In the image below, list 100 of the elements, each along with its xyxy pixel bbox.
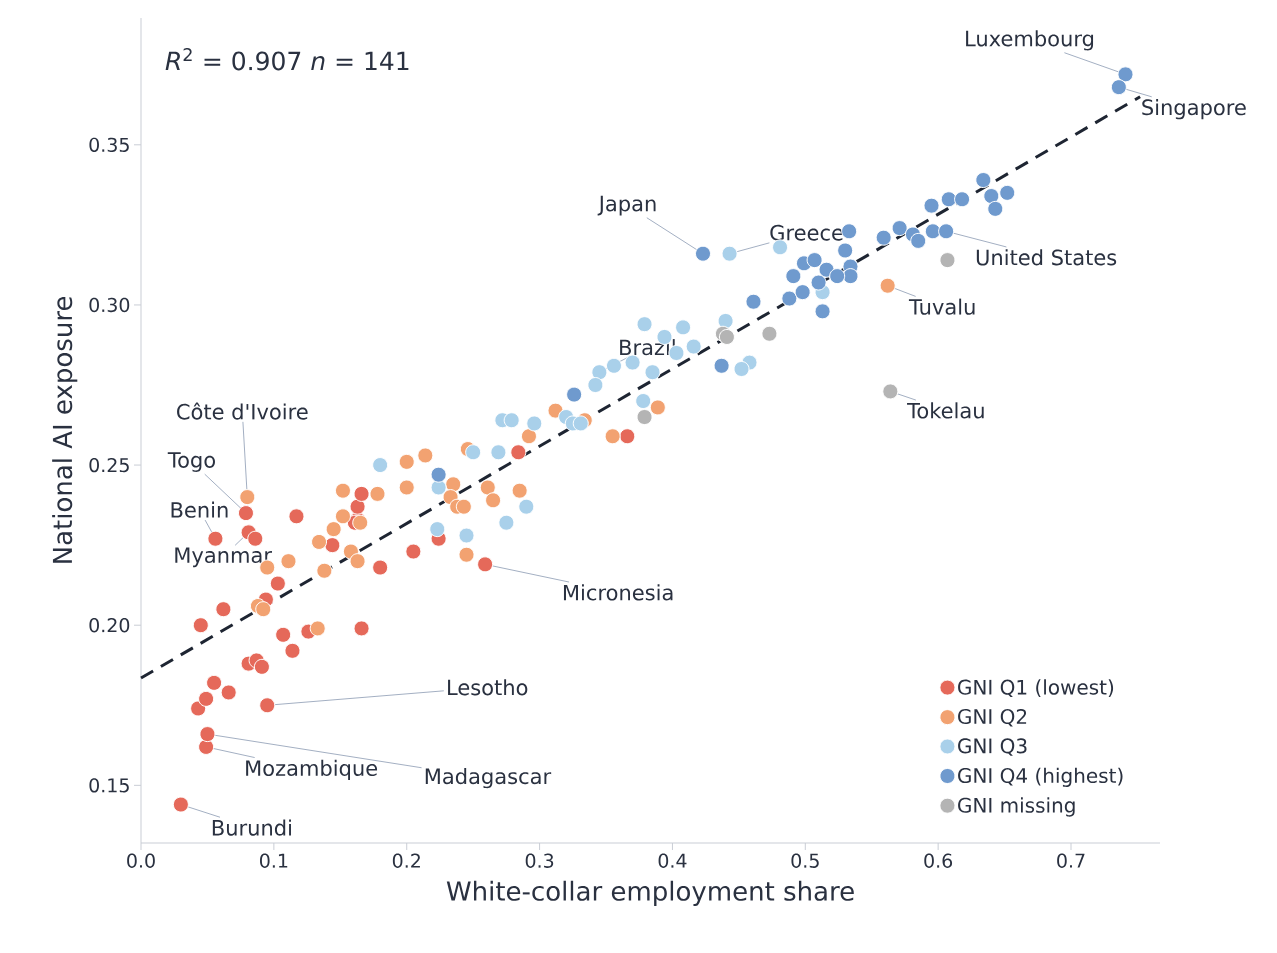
annotation: United States	[976, 249, 1117, 266]
annotation: Tuvalu	[908, 298, 975, 315]
point	[192, 617, 209, 634]
point	[498, 514, 515, 531]
point	[206, 674, 223, 691]
point	[503, 412, 520, 429]
point	[842, 268, 859, 285]
x-tick-label: 0.7	[1057, 853, 1085, 868]
point	[695, 245, 711, 262]
point	[604, 428, 621, 445]
y-tick-label: 0.30	[89, 297, 130, 313]
point	[429, 521, 446, 538]
point	[745, 293, 762, 310]
annotation: Tokelau	[907, 402, 984, 419]
point	[353, 485, 370, 502]
point	[785, 268, 802, 285]
point	[269, 575, 286, 592]
point	[879, 277, 896, 294]
point	[518, 498, 535, 515]
point	[398, 479, 415, 496]
point	[810, 274, 827, 291]
point	[644, 364, 661, 381]
y-tick-label: 0.35	[89, 137, 129, 152]
point	[309, 620, 326, 637]
point	[398, 453, 415, 470]
legend-label: GNI Q1 (lowest)	[958, 679, 1114, 698]
point	[215, 601, 232, 618]
point	[635, 393, 652, 410]
point	[479, 479, 496, 496]
point	[465, 444, 482, 461]
point	[430, 479, 447, 496]
annotation: Madagascar	[425, 767, 552, 789]
point	[566, 386, 583, 403]
y-tick-label: 0.25	[89, 457, 129, 473]
point	[938, 223, 955, 240]
legend-label: GNI Q2	[958, 708, 1027, 727]
x-tick-label: 0.0	[127, 853, 155, 868]
point	[636, 409, 653, 426]
point	[761, 325, 778, 342]
point	[259, 697, 276, 714]
point	[636, 316, 653, 333]
point	[477, 556, 494, 573]
annotation: Togo	[167, 452, 215, 472]
point	[334, 508, 351, 525]
x-tick-label: 0.3	[525, 853, 554, 868]
point	[349, 498, 366, 515]
point	[713, 357, 730, 374]
point	[199, 726, 216, 743]
point	[237, 505, 254, 522]
point	[172, 796, 189, 813]
y-axis-title: National AI exposure	[52, 296, 78, 563]
point	[717, 312, 734, 329]
point	[591, 364, 608, 381]
annotation: Burundi	[212, 819, 291, 836]
point	[954, 191, 971, 208]
y-tick-label: 0.20	[89, 618, 130, 633]
point	[649, 399, 666, 416]
point	[458, 527, 475, 544]
point	[311, 533, 328, 550]
legend-label: GNI Q4 (highest)	[958, 767, 1123, 787]
point	[983, 188, 1000, 205]
point	[882, 383, 899, 400]
point	[1117, 66, 1134, 83]
point	[511, 482, 528, 499]
point	[829, 268, 846, 285]
point	[587, 377, 604, 394]
annotation: Japan	[597, 195, 656, 216]
point	[288, 508, 305, 525]
legend-label: GNI missing	[958, 797, 1075, 817]
point	[349, 553, 366, 570]
point	[999, 184, 1016, 201]
x-tick-label: 0.1	[260, 853, 288, 868]
point	[353, 620, 370, 637]
point	[325, 521, 342, 538]
point	[284, 642, 301, 659]
point	[619, 428, 636, 445]
point	[675, 319, 692, 336]
point	[247, 530, 264, 547]
point	[987, 200, 1004, 217]
point	[910, 232, 927, 249]
annotation: Singapore	[1142, 99, 1246, 120]
point	[334, 482, 351, 499]
point	[417, 447, 434, 464]
point	[939, 252, 956, 269]
point	[685, 338, 702, 355]
annotation: Micronesia	[563, 584, 673, 601]
point	[721, 245, 738, 262]
annotation: Côte d'Ivoire	[177, 402, 308, 420]
point	[253, 658, 270, 675]
point	[369, 485, 386, 502]
x-tick-label: 0.2	[392, 853, 420, 868]
point	[490, 444, 507, 461]
point	[923, 197, 940, 214]
point	[239, 489, 256, 506]
point	[572, 415, 589, 432]
annotation: R$^{2}$ = 0.907 n = 141	[165, 48, 409, 71]
point	[405, 543, 422, 560]
x-tick-label: 0.4	[658, 853, 687, 868]
legend-label: GNI Q3	[958, 738, 1027, 756]
point	[814, 303, 831, 320]
